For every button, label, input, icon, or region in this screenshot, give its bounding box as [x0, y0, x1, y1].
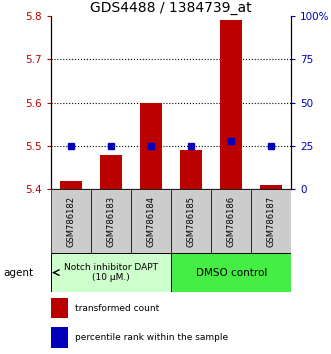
Text: Notch inhibitor DAPT
(10 μM.): Notch inhibitor DAPT (10 μM.)	[64, 263, 158, 282]
Text: transformed count: transformed count	[75, 304, 160, 313]
Text: GSM786182: GSM786182	[67, 196, 76, 247]
Bar	[251, 189, 291, 253]
Text: percentile rank within the sample: percentile rank within the sample	[75, 333, 228, 342]
Text: GSM786186: GSM786186	[227, 196, 236, 247]
Bar	[131, 189, 171, 253]
Bar	[171, 253, 291, 292]
Text: GSM786185: GSM786185	[187, 196, 196, 247]
Bar	[140, 103, 162, 189]
Bar	[171, 189, 211, 253]
Text: GSM786183: GSM786183	[107, 196, 116, 247]
Bar	[180, 150, 202, 189]
Bar	[211, 189, 251, 253]
Text: DMSO control: DMSO control	[196, 268, 267, 278]
Bar	[260, 185, 282, 189]
Bar	[91, 189, 131, 253]
Bar	[220, 20, 242, 189]
Bar	[100, 155, 122, 189]
Text: agent: agent	[3, 268, 33, 278]
Bar	[60, 181, 82, 189]
Bar	[51, 253, 171, 292]
Text: GSM786187: GSM786187	[267, 196, 276, 247]
Title: GDS4488 / 1384739_at: GDS4488 / 1384739_at	[90, 1, 252, 15]
Bar	[51, 327, 68, 348]
Text: GSM786184: GSM786184	[147, 196, 156, 247]
Bar	[51, 298, 68, 318]
Bar	[51, 189, 91, 253]
